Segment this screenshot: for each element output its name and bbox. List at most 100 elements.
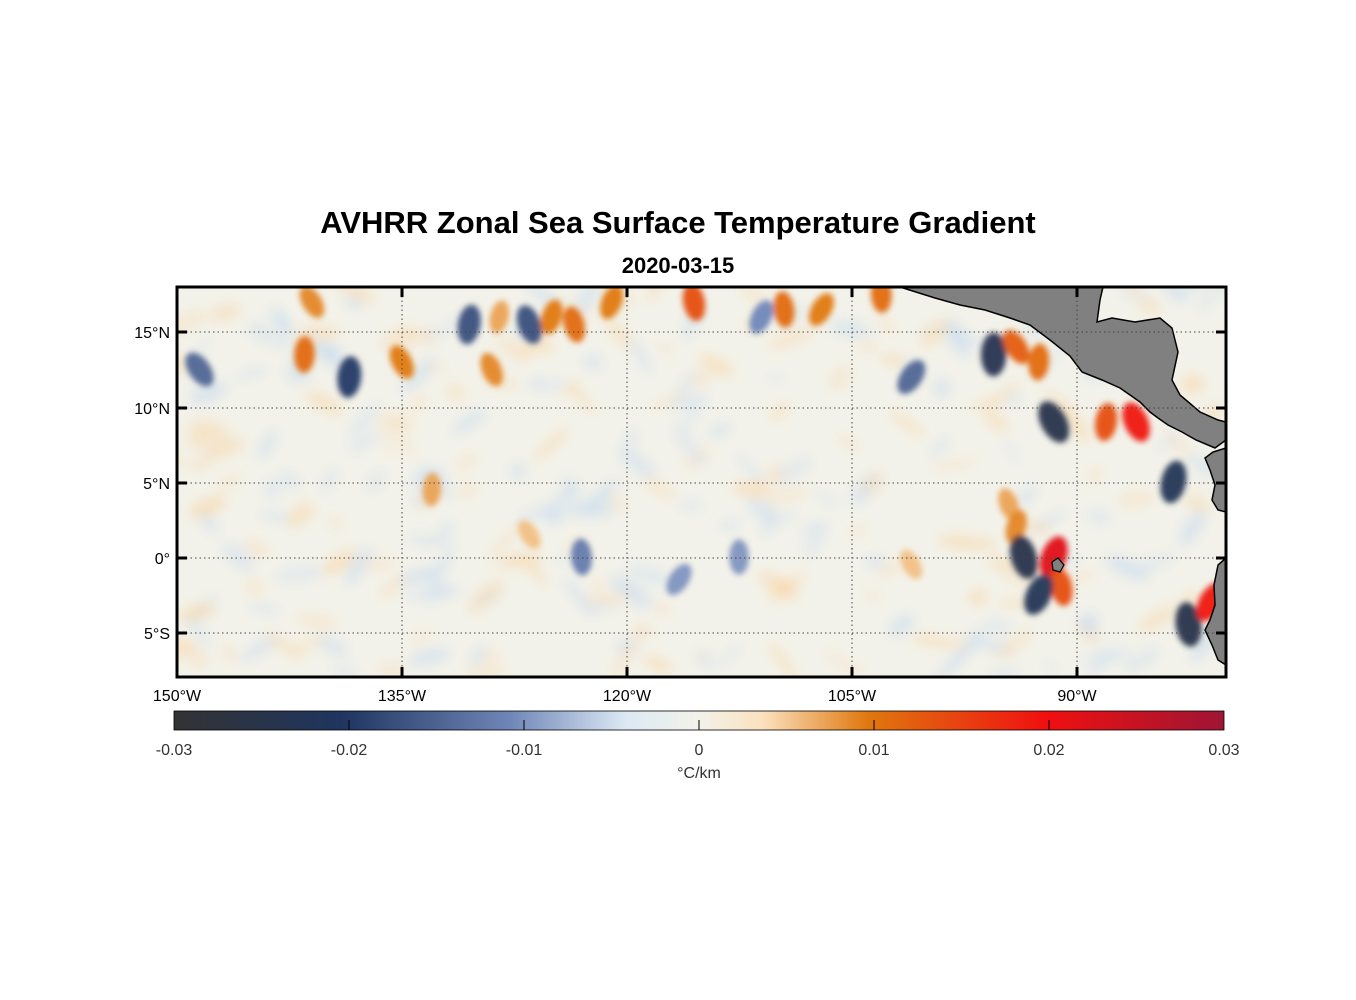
gradient-feature — [980, 332, 1007, 377]
gradient-feature — [517, 520, 541, 549]
texture-blob — [563, 577, 595, 617]
texture-blob — [736, 452, 765, 485]
texture-blob — [1003, 437, 1020, 464]
texture-blob — [937, 535, 987, 549]
texture-blob — [877, 559, 903, 579]
x-tick-label: 105°W — [828, 688, 877, 705]
y-axis-labels: 15°N 10°N 5°N 0° 5°S — [134, 325, 170, 643]
gradient-feature — [480, 352, 503, 387]
colorbar: -0.03 -0.02 -0.01 0 0.01 0.02 0.03 °C/km — [156, 710, 1240, 782]
texture-blob — [286, 502, 314, 528]
texture-blob — [771, 403, 790, 421]
texture-blob — [1062, 554, 1080, 567]
texture-blob — [1138, 605, 1178, 633]
texture-blob — [848, 525, 867, 536]
x-tick-label: 150°W — [153, 688, 202, 705]
texture-blob — [629, 337, 653, 375]
texture-blob — [865, 556, 886, 567]
texture-blob — [1184, 492, 1211, 514]
texture-blob — [378, 413, 414, 430]
texture-blob — [969, 400, 1004, 409]
texture-blob — [862, 472, 884, 494]
background-texture — [177, 287, 1226, 677]
texture-blob — [609, 490, 625, 513]
texture-blob — [259, 511, 294, 522]
texture-blob — [1088, 650, 1112, 677]
texture-blob — [877, 316, 896, 332]
texture-blob — [935, 653, 964, 677]
land-south-america — [1204, 557, 1226, 666]
texture-blob — [605, 318, 634, 350]
texture-blob — [1036, 522, 1052, 536]
texture-blob — [188, 495, 227, 519]
texture-blob — [942, 319, 971, 358]
texture-blob — [563, 500, 616, 518]
texture-blob — [177, 459, 191, 466]
texture-blob — [763, 487, 810, 506]
texture-blob — [952, 636, 968, 651]
texture-blob — [673, 426, 707, 468]
gradient-feature — [1122, 402, 1150, 442]
texture-blob — [766, 374, 787, 382]
texture-blob — [412, 393, 425, 412]
texture-blob — [454, 453, 479, 471]
texture-blob — [245, 577, 265, 597]
texture-blob — [760, 515, 780, 536]
texture-blob — [327, 515, 344, 531]
texture-blob — [929, 437, 950, 458]
gradient-feature — [773, 291, 795, 328]
texture-blob — [657, 340, 674, 355]
texture-blob — [889, 410, 925, 437]
texture-blob — [699, 354, 734, 376]
texture-blob — [235, 367, 268, 380]
texture-blob — [442, 316, 462, 332]
texture-blob — [588, 578, 609, 588]
texture-blob — [815, 491, 838, 507]
texture-blob — [529, 378, 548, 390]
texture-blob — [1178, 592, 1203, 605]
texture-blob — [469, 644, 487, 668]
colorbar-tick-label: -0.01 — [506, 742, 543, 759]
texture-blob — [263, 480, 281, 499]
texture-blob — [403, 593, 441, 601]
texture-blob — [611, 638, 639, 677]
texture-blob — [389, 422, 416, 459]
texture-blob — [488, 524, 519, 562]
texture-blob — [982, 619, 1013, 634]
texture-blob — [509, 463, 527, 479]
texture-blob — [408, 649, 450, 665]
texture-blob — [208, 303, 242, 322]
gradient-feature — [1024, 574, 1054, 615]
x-tick-label: 120°W — [603, 688, 652, 705]
texture-blob — [277, 472, 301, 490]
gradient-feature — [294, 336, 315, 373]
texture-blob — [708, 422, 732, 438]
y-tick-label: 15°N — [134, 325, 170, 342]
texture-blob — [178, 603, 216, 622]
y-tick-label: 10°N — [134, 401, 170, 418]
texture-blob — [435, 549, 454, 575]
texture-blob — [824, 651, 867, 677]
colorbar-tick-label: 0 — [695, 742, 704, 759]
texture-blob — [257, 429, 278, 459]
texture-blob — [720, 520, 740, 530]
texture-blob — [1179, 509, 1206, 547]
texture-blob — [1105, 556, 1150, 581]
texture-blob — [1180, 375, 1205, 394]
texture-blob — [983, 411, 1009, 432]
texture-blob — [1196, 287, 1226, 313]
texture-blob — [308, 340, 338, 361]
gradient-feature — [749, 300, 774, 334]
colorbar-units-label: °C/km — [677, 765, 721, 782]
texture-blob — [801, 523, 831, 534]
texture-blob — [626, 565, 675, 586]
x-tick-label: 90°W — [1057, 688, 1097, 705]
land-colombia — [1204, 447, 1226, 513]
texture-blob — [676, 403, 703, 436]
gradient-feature — [682, 287, 706, 321]
texture-blob — [830, 319, 871, 338]
gradient-feature — [389, 345, 414, 379]
texture-blob — [317, 635, 349, 658]
frame-ticks — [177, 287, 1226, 677]
